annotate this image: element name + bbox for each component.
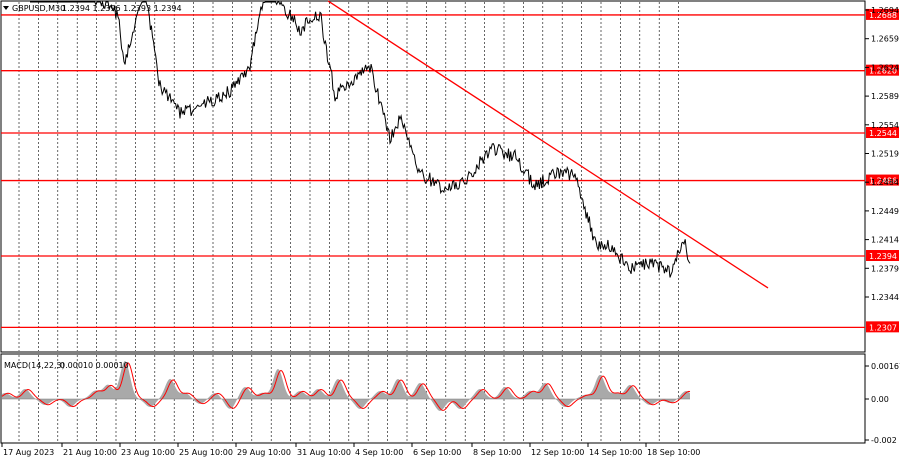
level-box <box>866 250 899 261</box>
level-box <box>866 8 899 20</box>
macd-histogram <box>2 361 690 411</box>
y-tick-label: 1.2449 <box>871 207 899 216</box>
level-label: 1.2307 <box>869 323 897 332</box>
price-axis: 1.2694 1.2659 1.2624 1.2589 1.2554 1.2519 1.24… <box>865 6 899 302</box>
macd-y-tick-label: 0.00 <box>871 395 889 404</box>
y-tick-label: 1.2554 <box>871 121 899 130</box>
level-label: 1.2394 <box>869 252 897 261</box>
y-tick-label: 1.2694 <box>871 6 899 15</box>
time-axis: 17 Aug 2023 21 Aug 10:00 23 Aug 10:00 25 Au… <box>1 443 700 457</box>
y-tick-label: 1.2484 <box>871 178 899 187</box>
macd-values: 0.00010 0.00010 <box>60 361 129 370</box>
price-line <box>30 0 691 278</box>
x-tick-label: 6 Sep 10:00 <box>413 448 461 457</box>
x-tick-label: 25 Aug 10:00 <box>179 448 233 457</box>
y-tick-label: 1.2519 <box>871 150 899 159</box>
price-panel <box>0 0 866 353</box>
x-tick-label: 23 Aug 10:00 <box>121 448 175 457</box>
level-label: 1.2620 <box>869 67 897 76</box>
y-tick-label: 1.2344 <box>871 293 899 302</box>
macd-series <box>1 361 691 411</box>
macd-y-tick-label: -0.002 <box>871 436 897 445</box>
y-tick-label: 1.2414 <box>871 236 899 245</box>
macd-axis: 0.00167 0.00 -0.002 <box>865 362 900 445</box>
price-series <box>30 0 691 278</box>
y-tick-label: 1.2624 <box>871 63 899 72</box>
vertical-gridlines <box>18 2 679 442</box>
level-label: 1.2544 <box>869 129 897 138</box>
y-tick-label: 1.2589 <box>871 92 899 101</box>
x-tick-label: 18 Sep 10:00 <box>647 448 700 457</box>
level-box <box>866 321 899 333</box>
level-box <box>866 127 899 138</box>
symbol-label: GBPUSD,M30 <box>12 4 65 13</box>
level-box <box>866 64 899 76</box>
level-box <box>866 174 899 186</box>
x-tick-label: 31 Aug 10:00 <box>297 448 351 457</box>
macd-y-tick-label: 0.00167 <box>871 362 900 371</box>
ohlc-readout: 1.2394 1.2396 1.2393 1.2394 <box>62 4 182 13</box>
x-tick-label: 12 Sep 10:00 <box>531 448 584 457</box>
trendline <box>327 0 769 289</box>
macd-label: MACD(14,22,3) <box>4 361 65 370</box>
x-tick-label: 4 Sep 10:00 <box>355 448 403 457</box>
x-tick-label: 29 Aug 10:00 <box>237 448 291 457</box>
level-label: 1.2688 <box>869 11 897 20</box>
x-tick-label: 8 Sep 10:00 <box>473 448 521 457</box>
x-tick-label: 17 Aug 2023 <box>3 448 54 457</box>
x-tick-label: 14 Sep 10:00 <box>589 448 642 457</box>
trendline-group[interactable] <box>327 0 769 289</box>
y-tick-label: 1.2659 <box>871 35 899 44</box>
y-tick-label: 1.2379 <box>871 264 899 273</box>
x-tick-label: 21 Aug 10:00 <box>63 448 117 457</box>
level-label: 1.2486 <box>869 177 897 186</box>
symbol-dropdown-icon[interactable] <box>3 6 9 10</box>
macd-signal-line <box>1 362 691 411</box>
